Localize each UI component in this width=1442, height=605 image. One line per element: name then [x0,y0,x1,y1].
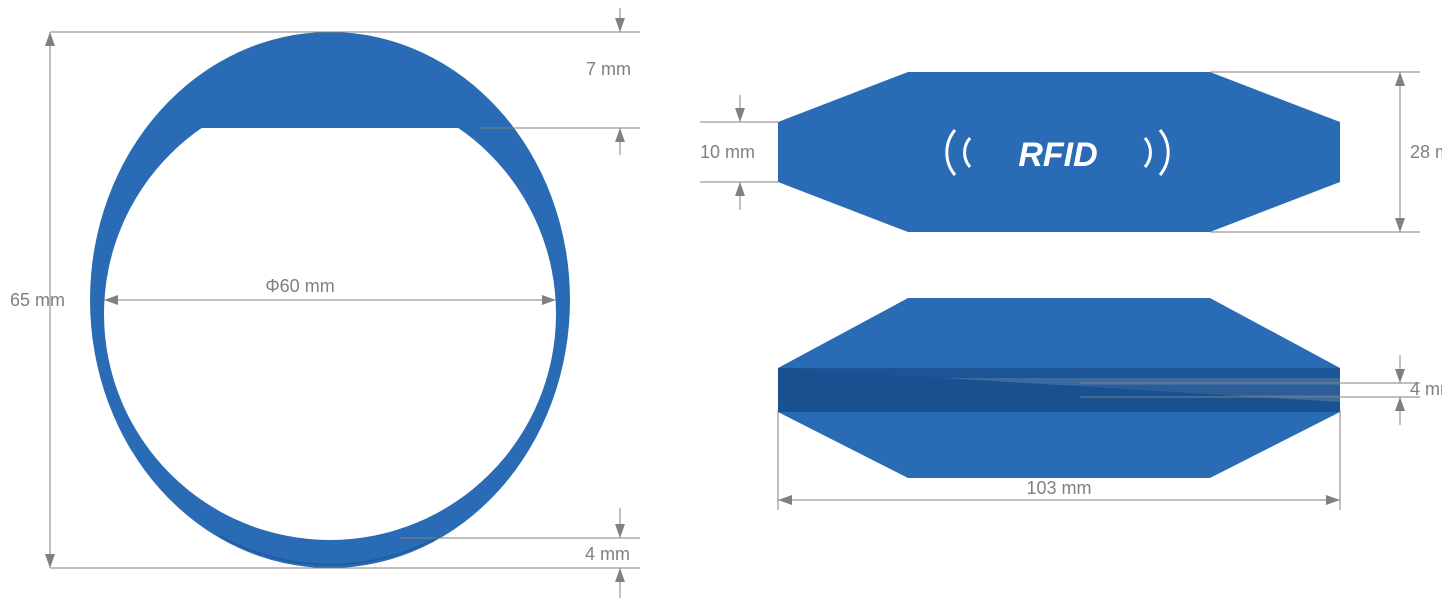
body-height-label: 28 mm [1410,142,1442,162]
bottom-thickness-label: 4 mm [585,544,630,564]
right-bottom-view: 4 mm 103 mm [778,298,1442,510]
diagram-canvas: Φ60 mm 65 mm 7 mm 4 mm RFID [0,0,1442,605]
rfid-label: RFID [1018,136,1097,174]
length-label: 103 mm [1026,478,1091,498]
left-ring-view: Φ60 mm 65 mm 7 mm 4 mm [10,8,640,598]
right-top-view: RFID 10 mm 28 mm [700,72,1442,232]
top-thickness-label: 7 mm [586,59,631,79]
diameter-label: Φ60 mm [265,276,334,296]
strap-height-label: 10 mm [700,142,755,162]
gap-label: 4 mm [1410,379,1442,399]
height-label: 65 mm [10,290,65,310]
